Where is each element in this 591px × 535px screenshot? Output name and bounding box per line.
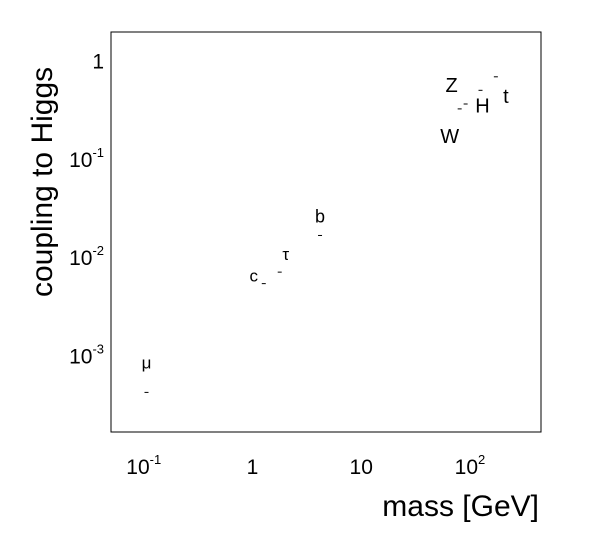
x-tick-label: 102 xyxy=(455,452,486,479)
x-axis-title: mass [GeV] xyxy=(382,490,539,523)
y-tick-label: 10-1 xyxy=(69,145,104,172)
y-tick-label: 10-3 xyxy=(69,341,104,368)
point-h: H xyxy=(475,89,490,117)
x-axis-ticks: 10-1 1 10 102 xyxy=(126,452,485,479)
plot-frame xyxy=(110,31,542,433)
x-tick-label: 10 xyxy=(350,456,373,479)
point-z: Z xyxy=(446,75,468,105)
point-label: b xyxy=(315,206,325,226)
x-tick-label: 1 xyxy=(247,456,259,479)
y-axis-ticks: 1 10-1 10-2 10-3 xyxy=(69,51,104,369)
point-label: τ xyxy=(282,245,289,264)
point-tau: τ xyxy=(277,245,289,273)
point-muon: μ xyxy=(142,353,152,393)
point-label: W xyxy=(440,126,459,148)
y-tick-label: 1 xyxy=(92,51,104,74)
point-label: t xyxy=(503,86,509,108)
point-label: Z xyxy=(446,75,458,97)
y-tick-label: 10-2 xyxy=(69,243,104,270)
point-label: μ xyxy=(142,353,152,372)
point-c: c xyxy=(250,267,266,286)
data-points: μ c τ b W ZH t xyxy=(142,75,509,393)
point-t: t xyxy=(493,76,509,108)
point-label: c xyxy=(250,267,259,286)
point-b: b xyxy=(315,206,325,236)
point-w: W xyxy=(440,108,462,148)
point-label: H xyxy=(475,95,489,117)
x-tick-label: 10-1 xyxy=(126,452,161,479)
y-axis-title: coupling to Higgs xyxy=(26,67,59,297)
